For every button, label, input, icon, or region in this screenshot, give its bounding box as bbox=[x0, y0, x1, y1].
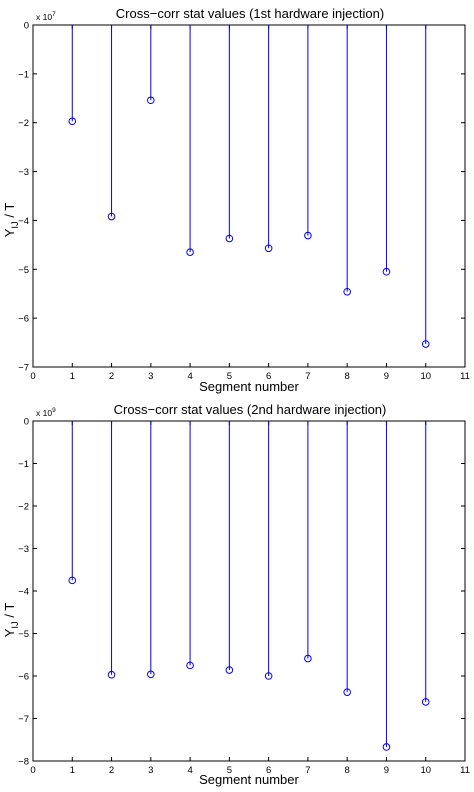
data-point bbox=[343, 287, 351, 296]
x-tick-label: 9 bbox=[384, 371, 389, 382]
y-axis-label: YIJ / T bbox=[2, 203, 21, 238]
y-tick-label: −6 bbox=[18, 672, 29, 683]
data-point bbox=[304, 231, 312, 240]
x-tick-label: 4 bbox=[187, 371, 192, 382]
y-axis-multiplier: x 109 bbox=[36, 407, 56, 418]
data-point bbox=[382, 267, 391, 276]
x-tick-label: 7 bbox=[305, 371, 310, 382]
y-tick-label: −2 bbox=[18, 502, 29, 513]
data-point bbox=[147, 670, 155, 679]
y-ticks: 0 −1 −2 −3 −4 −5 −6 −7 −8 bbox=[18, 417, 465, 768]
chart-title: Cross−corr stat values (2nd hardware inj… bbox=[114, 402, 387, 417]
x-tick-label: 1 bbox=[70, 371, 75, 382]
y-tick-label: −4 bbox=[18, 587, 29, 598]
data-point bbox=[107, 212, 116, 221]
y-tick-label: −5 bbox=[18, 629, 29, 640]
data-stems bbox=[68, 25, 430, 348]
data-point bbox=[264, 244, 273, 253]
x-tick-label: 11 bbox=[460, 371, 470, 382]
x-tick-label: 5 bbox=[227, 371, 232, 382]
plot-area bbox=[32, 420, 466, 762]
y-tick-label: −1 bbox=[18, 69, 29, 80]
x-tick-label: 2 bbox=[109, 765, 114, 776]
y-tick-label: −7 bbox=[18, 363, 29, 374]
data-point bbox=[107, 670, 116, 679]
data-stems bbox=[68, 421, 430, 751]
data-point bbox=[68, 117, 77, 126]
y-tick-label: −8 bbox=[18, 757, 29, 768]
y-tick-label: −6 bbox=[18, 314, 29, 325]
x-tick-label: 3 bbox=[148, 765, 153, 776]
x-axis-label: Segment number bbox=[199, 772, 299, 787]
data-point bbox=[225, 234, 234, 243]
y-tick-label: −1 bbox=[18, 459, 29, 470]
x-tick-label: 0 bbox=[30, 371, 35, 382]
data-point bbox=[186, 248, 194, 256]
data-point bbox=[343, 688, 351, 696]
y-tick-label: 0 bbox=[24, 417, 29, 428]
x-tick-label: 5 bbox=[227, 765, 232, 776]
x-tick-label: 11 bbox=[460, 765, 470, 776]
x-tick-label: 4 bbox=[187, 765, 192, 776]
y-tick-label: −5 bbox=[18, 265, 29, 276]
y-tick-label: −7 bbox=[18, 714, 29, 725]
y-tick-label: 0 bbox=[24, 21, 29, 32]
data-point bbox=[421, 340, 430, 348]
plot-area bbox=[32, 24, 466, 368]
x-axis-label: Segment number bbox=[199, 379, 299, 394]
x-tick-label: 0 bbox=[30, 765, 35, 776]
x-tick-label: 8 bbox=[345, 765, 350, 776]
chart-title: Cross−corr stat values (1st hardware inj… bbox=[116, 6, 384, 21]
x-tick-label: 10 bbox=[420, 371, 431, 382]
x-tick-label: 1 bbox=[70, 765, 75, 776]
x-tick-label: 6 bbox=[266, 765, 271, 776]
data-point bbox=[225, 666, 234, 674]
y-ticks: 0 −1 −2 −3 −4 −5 −6 −7 bbox=[18, 21, 465, 374]
y-axis-multiplier: x 107 bbox=[36, 11, 56, 22]
data-point bbox=[264, 672, 273, 680]
chart-panel-2: Cross−corr stat values (2nd hardware inj… bbox=[2, 402, 470, 787]
x-tick-label: 6 bbox=[266, 371, 271, 382]
data-point bbox=[147, 96, 155, 105]
x-tick-label: 3 bbox=[148, 371, 153, 382]
y-tick-label: −4 bbox=[18, 216, 29, 227]
data-point bbox=[304, 654, 312, 663]
x-tick-label: 7 bbox=[305, 765, 310, 776]
data-point bbox=[382, 743, 391, 751]
x-tick-label: 2 bbox=[109, 371, 114, 382]
x-tick-label: 9 bbox=[384, 765, 389, 776]
y-tick-label: −3 bbox=[18, 167, 29, 178]
y-tick-label: −2 bbox=[18, 118, 29, 129]
data-point bbox=[186, 661, 194, 670]
x-tick-label: 10 bbox=[420, 765, 431, 776]
chart-panel-1: Cross−corr stat values (1st hardware inj… bbox=[2, 6, 470, 394]
y-tick-label: −3 bbox=[18, 544, 29, 555]
data-point bbox=[68, 576, 77, 585]
x-tick-label: 8 bbox=[345, 371, 350, 382]
y-axis-label: YIJ / T bbox=[2, 603, 21, 638]
data-point bbox=[421, 698, 430, 706]
